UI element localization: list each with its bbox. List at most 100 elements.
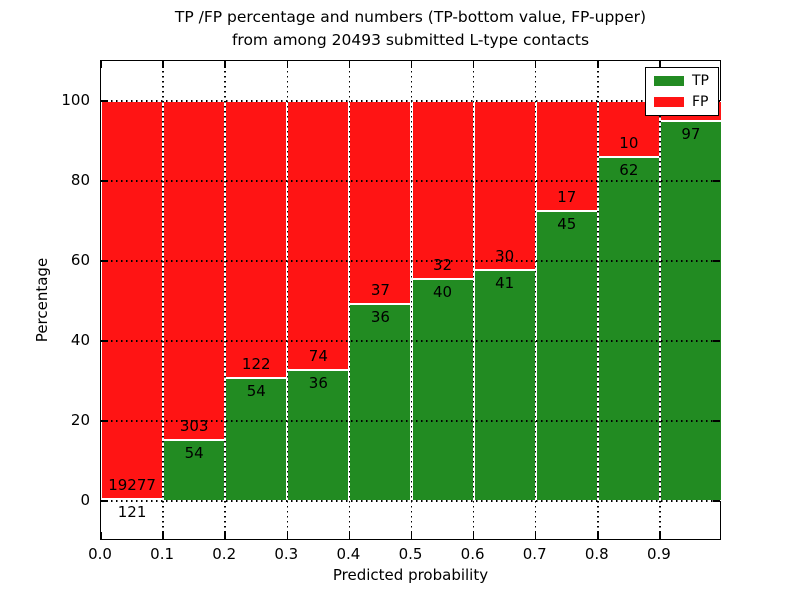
x-tick-mark-top bbox=[348, 61, 351, 68]
bar-segment-fp bbox=[349, 101, 412, 304]
fp-count-label: 74 bbox=[308, 347, 328, 366]
tp-count-label: 36 bbox=[308, 374, 328, 393]
x-tick-mark-bottom bbox=[348, 532, 351, 539]
x-tick-mark-bottom bbox=[224, 532, 226, 539]
y-tick-mark-right bbox=[713, 180, 720, 182]
bar-segment-fp bbox=[411, 101, 474, 279]
h-gridline bbox=[101, 500, 720, 502]
chart-title: TP /FP percentage and numbers (TP-bottom… bbox=[100, 6, 721, 52]
tp-count-label: 54 bbox=[246, 382, 266, 401]
x-tick-mark-top bbox=[659, 61, 661, 68]
y-tick-label: 100 bbox=[61, 91, 90, 109]
v-gridline bbox=[410, 61, 413, 539]
bar-segment-fp bbox=[225, 101, 288, 379]
x-tick-mark-bottom bbox=[659, 532, 661, 539]
legend-row: TP bbox=[654, 74, 709, 88]
bar-segment-tp bbox=[659, 120, 722, 501]
tp-legend-swatch bbox=[654, 76, 684, 86]
v-gridline bbox=[597, 61, 599, 539]
v-gridline bbox=[472, 61, 475, 539]
legend-row: FP bbox=[654, 95, 709, 109]
h-gridline bbox=[101, 340, 720, 342]
v-gridline bbox=[286, 61, 289, 539]
y-tick-mark-left bbox=[101, 260, 108, 262]
bar-segment-fp bbox=[101, 101, 164, 499]
y-tick-label: 80 bbox=[70, 171, 90, 189]
y-tick-label: 0 bbox=[80, 491, 90, 509]
y-tick-mark-left bbox=[101, 420, 108, 422]
y-tick-mark-left bbox=[101, 180, 108, 182]
x-tick-mark-top bbox=[597, 61, 599, 68]
h-gridline bbox=[101, 180, 720, 182]
tp-count-label: 54 bbox=[184, 444, 204, 463]
x-tick-label: 0.6 bbox=[460, 545, 485, 563]
x-tick-label: 0.9 bbox=[646, 545, 671, 563]
tp-count-label: 45 bbox=[557, 214, 577, 233]
plot-area: 19277 121 303 54 122 54 74 36 37 36 32 40 30 41 17 45 10… bbox=[100, 60, 722, 540]
tp-count-label: 41 bbox=[495, 274, 515, 292]
tp-count-label: 97 bbox=[681, 124, 701, 143]
x-tick-mark-bottom bbox=[162, 532, 164, 539]
chart-title-line2: from among 20493 submitted L-type contac… bbox=[231, 31, 590, 49]
legend-label: FP bbox=[692, 94, 709, 110]
y-tick-label: 60 bbox=[70, 251, 90, 269]
v-gridline bbox=[224, 61, 226, 539]
fp-count-label: 37 bbox=[370, 280, 390, 299]
x-tick-label: 0.0 bbox=[88, 545, 112, 563]
bar-segment-fp bbox=[287, 101, 350, 371]
bar-segment-tp bbox=[411, 278, 474, 501]
y-tick-mark-left bbox=[101, 340, 108, 342]
y-tick-mark-right bbox=[713, 500, 720, 502]
tp-count-label: 62 bbox=[619, 160, 639, 179]
x-tick-mark-top bbox=[224, 61, 226, 68]
x-tick-label: 0.4 bbox=[336, 545, 361, 563]
tp-count-label: 36 bbox=[370, 307, 390, 326]
x-tick-mark-bottom bbox=[534, 532, 537, 539]
legend: TP FP bbox=[645, 67, 719, 116]
bar-segment-tp bbox=[473, 270, 536, 501]
y-tick-mark-right bbox=[713, 260, 720, 262]
h-gridline bbox=[101, 100, 720, 102]
x-tick-mark-top bbox=[534, 61, 537, 68]
x-tick-mark-bottom bbox=[472, 532, 475, 539]
x-tick-mark-bottom bbox=[410, 532, 413, 539]
v-gridline bbox=[659, 61, 661, 539]
fp-count-label: 303 bbox=[179, 417, 209, 436]
fp-legend-swatch bbox=[654, 97, 684, 107]
y-tick-mark-left bbox=[101, 500, 108, 502]
v-gridline bbox=[162, 61, 164, 539]
v-gridline bbox=[534, 61, 537, 539]
x-tick-label: 0.5 bbox=[398, 545, 423, 563]
fp-count-label: 32 bbox=[433, 255, 453, 274]
x-axis-label: Predicted probability bbox=[332, 566, 489, 584]
y-tick-mark-right bbox=[713, 420, 720, 422]
x-tick-mark-top bbox=[472, 61, 475, 68]
h-gridline bbox=[101, 260, 720, 262]
h-gridline bbox=[101, 420, 720, 422]
x-tick-mark-top bbox=[162, 61, 164, 68]
tp-count-label: 40 bbox=[433, 282, 453, 301]
legend-label: TP bbox=[692, 73, 709, 89]
fp-count-label: 17 bbox=[557, 187, 577, 206]
x-tick-label: 0.8 bbox=[584, 545, 609, 563]
bar-segment-fp bbox=[163, 101, 226, 441]
x-tick-label: 0.1 bbox=[150, 545, 175, 563]
x-tick-label: 0.7 bbox=[522, 545, 547, 563]
x-tick-mark-bottom bbox=[100, 532, 102, 539]
x-tick-mark-top bbox=[286, 61, 289, 68]
bar-segment-tp bbox=[349, 303, 412, 501]
v-gridline bbox=[348, 61, 351, 539]
bar-segment-tp bbox=[597, 156, 660, 501]
bar-segment-fp bbox=[473, 101, 536, 270]
x-tick-mark-top bbox=[410, 61, 413, 68]
y-tick-mark-left bbox=[101, 100, 108, 102]
x-tick-mark-bottom bbox=[286, 532, 289, 539]
chart-title-line1: TP /FP percentage and numbers (TP-bottom… bbox=[174, 8, 647, 26]
y-tick-label: 40 bbox=[70, 331, 90, 349]
x-tick-label: 0.3 bbox=[274, 545, 299, 563]
bar-segment-tp bbox=[535, 210, 598, 501]
fp-count-label: 19277 bbox=[108, 475, 156, 494]
fp-count-label: 10 bbox=[619, 133, 639, 152]
x-tick-label: 0.2 bbox=[212, 545, 237, 563]
